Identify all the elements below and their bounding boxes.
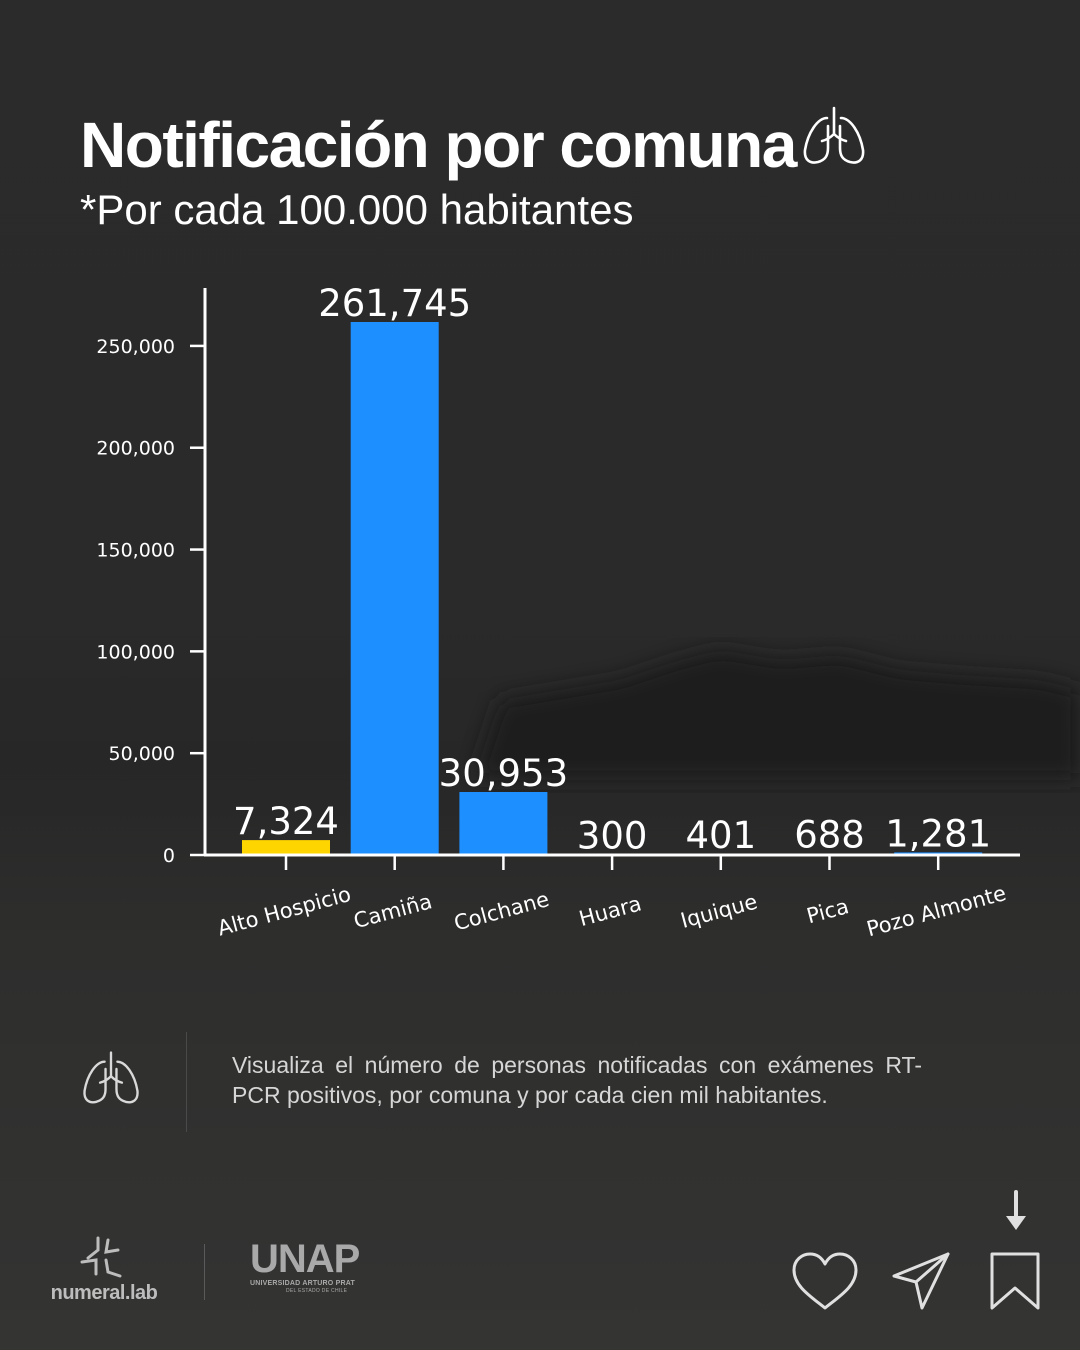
data-label: 261,745 <box>318 282 471 325</box>
x-tick-label: Alto Hospicio <box>215 882 353 941</box>
bar-camiña <box>350 322 439 855</box>
y-tick-label: 0 <box>163 845 175 867</box>
logo-divider <box>204 1244 205 1300</box>
subtitle: *Por cada 100.000 habitantes <box>80 186 633 234</box>
x-tick-label: Colchane <box>451 887 551 935</box>
y-tick-label: 250,000 <box>96 336 175 358</box>
subtitle-prefix: *Por cada <box>80 186 277 233</box>
data-label: 1,281 <box>885 812 991 855</box>
numeral-lab-mark-icon <box>80 1236 122 1278</box>
subtitle-suffix: habitantes <box>427 186 634 233</box>
info-description: Visualiza el número de personas notifica… <box>232 1052 922 1108</box>
y-tick-label: 100,000 <box>96 641 175 663</box>
unap-name: UNAP <box>250 1237 360 1281</box>
lungs-icon <box>83 1051 139 1104</box>
unap-subtitle: UNIVERSIDAD ARTURO PRAT <box>250 1280 355 1287</box>
x-tick-label: Iquique <box>678 890 760 933</box>
unap-logo: UNAP UNIVERSIDAD ARTURO PRAT DEL ESTADO … <box>250 1238 362 1294</box>
unap-subtitle-2: DEL ESTADO DE CHILE <box>286 1288 348 1294</box>
x-tick-label: Huara <box>577 891 645 931</box>
y-tick-label: 50,000 <box>109 743 175 765</box>
arrow-down-icon <box>1006 1190 1026 1230</box>
numeral-lab-name: numeral.lab <box>50 1282 158 1304</box>
send-icon[interactable] <box>890 1250 952 1312</box>
y-tick-label: 150,000 <box>96 540 175 562</box>
bookmark-icon[interactable] <box>988 1250 1042 1312</box>
data-label: 300 <box>577 814 648 857</box>
subtitle-number: 100.000 <box>276 186 428 233</box>
x-tick-label: Camiña <box>351 889 435 933</box>
bar-alto-hospicio <box>242 840 330 855</box>
data-label: 30,953 <box>439 752 568 795</box>
numeral-lab-logo: numeral.lab <box>48 1236 160 1308</box>
x-tick-label: Pozo Almonte <box>864 881 1009 941</box>
x-tick-label: Pica <box>804 894 851 928</box>
data-label: 688 <box>794 814 865 857</box>
y-tick-label: 200,000 <box>96 438 175 460</box>
data-label: 401 <box>685 814 756 857</box>
info-divider <box>186 1032 187 1132</box>
heart-icon[interactable] <box>790 1250 860 1312</box>
bar-colchane <box>459 792 548 855</box>
page-title: Notificación por comuna <box>80 109 797 181</box>
lungs-icon <box>803 106 865 164</box>
data-label: 7,324 <box>233 800 339 843</box>
